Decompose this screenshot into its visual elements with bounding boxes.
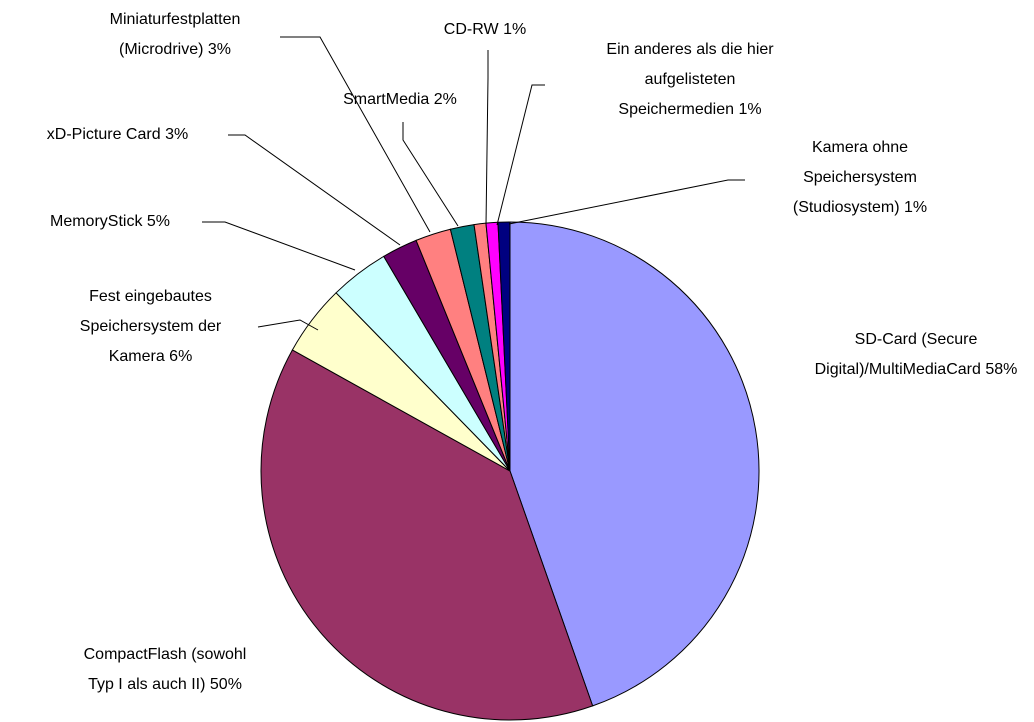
leader-line: [402, 122, 459, 227]
category-name: Kamera ohne Speichersystem (Studiosystem…: [792, 139, 917, 216]
slice-label: Miniaturfestplatten (Microdrive) 3%: [75, 5, 275, 65]
pie-slice: [260, 349, 594, 721]
leader-line: [280, 36, 431, 233]
slice-label: Kamera ohne Speichersystem (Studiosystem…: [780, 133, 940, 223]
leader-line: [257, 319, 319, 331]
slice-label: Ein anderes als die hier aufgelisteten S…: [590, 35, 790, 125]
category-name: SD-Card (Secure Digital)/MultiMediaCard: [814, 331, 981, 378]
category-name: Miniaturfestplatten (Microdrive): [109, 11, 241, 58]
slice-label: CompactFlash (sowohl Typ I als auch II) …: [70, 640, 260, 700]
category-name: Ein anderes als die hier aufgelisteten S…: [606, 41, 774, 118]
value-label: 1%: [904, 199, 928, 216]
value-label: 1%: [503, 21, 527, 38]
value-label: 3%: [207, 41, 232, 58]
value-label: 3%: [165, 126, 189, 143]
slice-label: SmartMedia 2%: [300, 85, 500, 115]
slice-label: SD-Card (Secure Digital)/MultiMediaCard …: [800, 325, 1032, 385]
leader-line: [508, 179, 745, 225]
value-label: 1%: [738, 101, 762, 118]
value-label: 2%: [433, 91, 457, 108]
leader-line: [228, 134, 401, 246]
leader-line: [496, 84, 545, 226]
slice-label: CD-RW 1%: [405, 15, 565, 45]
value-label: 5%: [146, 213, 171, 230]
category-name: xD-Picture Card: [46, 126, 161, 143]
value-label: 6%: [169, 348, 193, 365]
category-name: Fest eingebautes Speichersystem der Kame…: [79, 288, 222, 365]
slice-label: MemoryStick 5%: [10, 207, 210, 237]
category-name: MemoryStick: [49, 213, 143, 230]
category-name: CompactFlash (sowohl Typ I als auch II): [83, 646, 247, 693]
slice-label: xD-Picture Card 3%: [0, 120, 235, 150]
value-label: 50%: [209, 676, 242, 693]
category-name: SmartMedia: [343, 91, 430, 108]
pie-slice: [509, 221, 760, 707]
leader-line: [485, 50, 489, 226]
leader-line: [202, 221, 356, 271]
category-name: CD-RW: [443, 21, 499, 38]
value-label: 58%: [985, 361, 1018, 378]
slice-label: Fest eingebautes Speichersystem der Kame…: [68, 282, 233, 372]
